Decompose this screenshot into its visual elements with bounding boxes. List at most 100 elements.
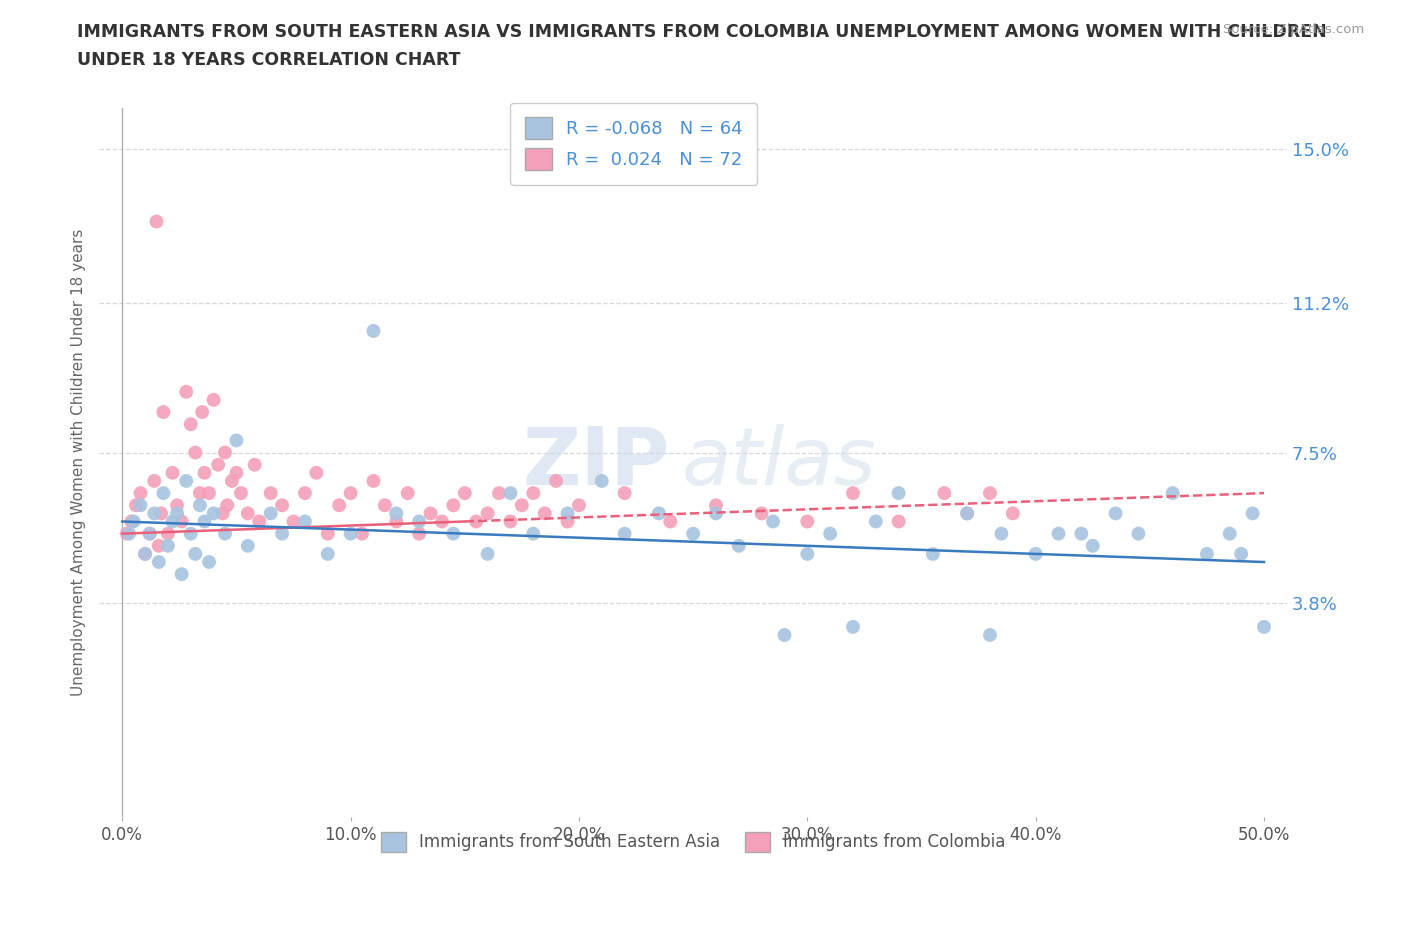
Point: [1128, 526, 1150, 541]
Point: [184, 445, 207, 460]
Point: [260, 485, 283, 500]
Point: [1161, 485, 1184, 500]
Point: [477, 506, 499, 521]
Point: [148, 554, 170, 569]
Point: [191, 405, 214, 419]
Point: [143, 506, 166, 521]
Point: [184, 547, 207, 562]
Point: [682, 526, 704, 541]
Point: [350, 526, 373, 541]
Point: [887, 514, 910, 529]
Point: [441, 498, 464, 512]
Point: [134, 547, 156, 562]
Point: [247, 514, 270, 529]
Point: [477, 547, 499, 562]
Point: [385, 514, 408, 529]
Point: [217, 498, 239, 512]
Point: [221, 473, 243, 488]
Point: [170, 514, 193, 529]
Point: [260, 506, 283, 521]
Point: [1001, 506, 1024, 521]
Point: [385, 506, 408, 521]
Point: [214, 445, 236, 460]
Text: IMMIGRANTS FROM SOUTH EASTERN ASIA VS IMMIGRANTS FROM COLOMBIA UNEMPLOYMENT AMON: IMMIGRANTS FROM SOUTH EASTERN ASIA VS IM…: [77, 23, 1327, 41]
Point: [271, 526, 294, 541]
Point: [546, 473, 568, 488]
Point: [818, 526, 841, 541]
Point: [557, 506, 579, 521]
Point: [148, 538, 170, 553]
Point: [271, 498, 294, 512]
Point: [704, 506, 727, 521]
Point: [1253, 619, 1275, 634]
Point: [202, 392, 225, 407]
Point: [150, 506, 173, 521]
Point: [129, 498, 152, 512]
Point: [396, 485, 419, 500]
Point: [180, 417, 202, 432]
Point: [339, 526, 361, 541]
Point: [145, 214, 167, 229]
Point: [522, 485, 544, 500]
Point: [294, 514, 316, 529]
Point: [211, 506, 233, 521]
Point: [174, 384, 197, 399]
Text: UNDER 18 YEARS CORRELATION CHART: UNDER 18 YEARS CORRELATION CHART: [77, 51, 461, 69]
Point: [727, 538, 749, 553]
Point: [1241, 506, 1264, 521]
Point: [1070, 526, 1092, 541]
Point: [499, 514, 522, 529]
Point: [225, 433, 247, 448]
Point: [316, 526, 339, 541]
Point: [842, 485, 865, 500]
Legend: Immigrants from South Eastern Asia, Immigrants from Colombia: Immigrants from South Eastern Asia, Immi…: [374, 825, 1012, 858]
Point: [568, 498, 591, 512]
Point: [243, 458, 266, 472]
Point: [120, 514, 142, 529]
Point: [193, 465, 215, 480]
Point: [152, 405, 174, 419]
Point: [648, 506, 671, 521]
Point: [207, 458, 229, 472]
Point: [143, 473, 166, 488]
Point: [162, 465, 184, 480]
Point: [166, 506, 188, 521]
Point: [174, 473, 197, 488]
Point: [773, 628, 796, 643]
Point: [762, 514, 785, 529]
Point: [1219, 526, 1241, 541]
Point: [1025, 547, 1047, 562]
Point: [316, 547, 339, 562]
Point: [229, 485, 252, 500]
Point: [134, 547, 156, 562]
Text: atlas: atlas: [682, 424, 876, 501]
Point: [510, 498, 533, 512]
Point: [162, 514, 184, 529]
Point: [214, 526, 236, 541]
Point: [156, 526, 179, 541]
Point: [956, 506, 979, 521]
Point: [499, 485, 522, 500]
Text: ZIP: ZIP: [522, 424, 669, 501]
Point: [138, 526, 160, 541]
Point: [591, 473, 613, 488]
Point: [842, 619, 865, 634]
Point: [225, 465, 247, 480]
Point: [441, 526, 464, 541]
Point: [129, 485, 152, 500]
Point: [202, 506, 225, 521]
Point: [236, 506, 259, 521]
Point: [236, 538, 259, 553]
Point: [294, 485, 316, 500]
Point: [138, 526, 160, 541]
Point: [1047, 526, 1070, 541]
Point: [198, 485, 221, 500]
Point: [188, 498, 211, 512]
Point: [922, 547, 945, 562]
Point: [283, 514, 305, 529]
Y-axis label: Unemployment Among Women with Children Under 18 years: Unemployment Among Women with Children U…: [72, 229, 86, 697]
Point: [990, 526, 1012, 541]
Point: [1104, 506, 1126, 521]
Point: [339, 485, 361, 500]
Point: [408, 514, 430, 529]
